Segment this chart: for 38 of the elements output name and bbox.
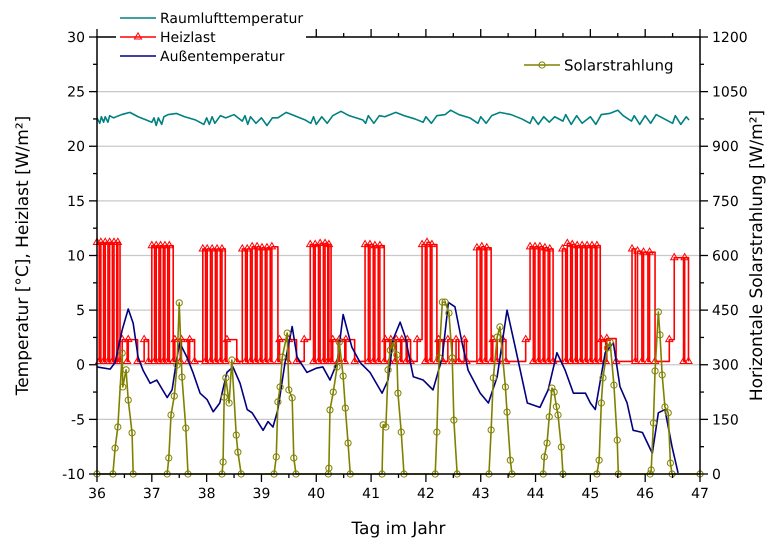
legend-label: Heizlast [160,30,216,46]
y2-tick-label: 900 [712,139,739,156]
y2-tick-label: 150 [712,412,739,428]
y-tick-label: 30 [67,30,85,46]
x-tick-label: 37 [142,486,161,502]
x-tick-label: 36 [88,486,106,502]
y2-tick-label: 450 [712,303,739,320]
x-tick-label: 42 [416,486,435,502]
x-tick-label: 45 [581,486,600,502]
x-tick-label: 44 [526,486,545,502]
y-tick-label: 25 [67,84,85,101]
y2-tick-label: 600 [712,248,739,264]
x-tick-label: 46 [636,486,654,502]
legend-label: Solarstrahlung [564,56,674,74]
x-tick-label: 43 [472,486,490,502]
y-axis-title: Temperatur [°C], Heizlast [W/m²] [13,116,33,396]
y2-tick-label: 1050 [712,84,748,101]
y2-tick-label: 300 [712,358,739,374]
x-tick-label: 41 [362,486,380,502]
y-tick-label: 20 [67,139,85,156]
x-tick-label: 39 [252,486,270,502]
legend-label: Raumlufttemperatur [160,10,304,27]
y-tick-label: -5 [71,412,85,428]
y-tick-label: 5 [76,303,85,320]
x-tick-label: 40 [307,486,326,502]
y2-tick-label: 1200 [712,30,748,46]
x-tick-label: 47 [691,486,709,502]
y-tick-label: 15 [67,194,85,210]
legend-label: Außentemperatur [160,48,285,65]
y2-tick-label: 750 [712,194,739,210]
y-tick-label: -10 [62,466,85,483]
line-series [96,109,690,126]
y-tick-label: 0 [76,358,85,374]
y2-tick-label: 0 [712,466,721,483]
y2-axis-title: Horizontale Solarstrahlung [W/m²] [747,110,767,402]
x-tick-label: 38 [198,486,216,502]
y-tick-label: 10 [67,248,85,264]
x-axis-title: Tag im Jahr [350,519,446,539]
